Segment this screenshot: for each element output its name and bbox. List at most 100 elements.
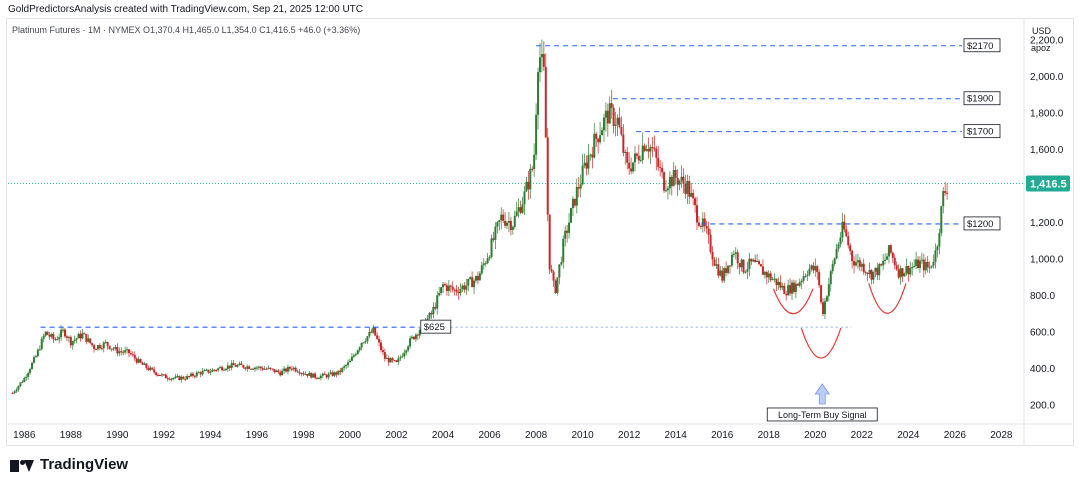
candle-body xyxy=(143,363,146,365)
candle xyxy=(172,377,175,381)
candle xyxy=(252,367,255,370)
candle-body xyxy=(378,338,381,343)
candle xyxy=(816,264,819,280)
candle xyxy=(571,196,574,217)
candle-body xyxy=(60,329,63,338)
candle-body xyxy=(608,103,611,124)
candle xyxy=(364,338,367,344)
candle-body xyxy=(25,376,28,379)
candle-body xyxy=(106,342,109,346)
candle xyxy=(686,174,689,205)
candle xyxy=(655,145,658,171)
candle xyxy=(164,373,167,379)
candle xyxy=(566,224,569,243)
candle-body xyxy=(707,228,710,235)
candle-body xyxy=(678,180,681,185)
scale-label[interactable]: apoz xyxy=(1031,43,1051,53)
candle xyxy=(451,281,454,293)
candle-body xyxy=(199,372,202,375)
candle-body xyxy=(350,356,353,361)
candle xyxy=(664,179,667,193)
candle xyxy=(587,143,590,175)
candle-body xyxy=(381,350,384,353)
candle-body xyxy=(926,261,929,268)
candle xyxy=(488,255,491,261)
candle-body xyxy=(758,260,761,265)
candle xyxy=(467,278,470,292)
tradingview-logo-icon[interactable] xyxy=(10,458,34,472)
candle-body xyxy=(866,273,869,275)
candle xyxy=(362,342,365,344)
candle xyxy=(442,281,445,294)
candle-body xyxy=(645,148,648,151)
candle-body xyxy=(399,357,402,359)
candle xyxy=(544,53,547,138)
candle-body xyxy=(234,365,237,367)
candle-body xyxy=(918,260,921,269)
candle-body xyxy=(812,265,815,271)
candle-body xyxy=(626,151,629,163)
candle-body xyxy=(827,284,830,297)
candle-body xyxy=(306,373,309,376)
candle xyxy=(188,375,191,379)
candle xyxy=(114,344,117,351)
candle xyxy=(884,253,887,265)
candle-body xyxy=(193,375,196,377)
candle-body xyxy=(579,184,582,189)
candle xyxy=(750,258,753,266)
candle xyxy=(562,235,565,269)
candle-body xyxy=(616,117,619,125)
candle xyxy=(306,373,309,379)
candle-body xyxy=(407,346,410,351)
candle xyxy=(661,162,664,179)
footer-brand[interactable]: TradingView xyxy=(40,456,129,473)
currency-label[interactable]: USD xyxy=(1032,26,1052,36)
candle-body xyxy=(486,258,489,264)
candle-body xyxy=(635,153,638,156)
level-label-box xyxy=(963,216,1001,231)
candle xyxy=(595,131,598,147)
candle xyxy=(25,373,28,381)
candle xyxy=(106,341,109,350)
candle xyxy=(65,334,68,342)
candle-body xyxy=(558,264,561,278)
bottom-arc xyxy=(868,283,907,314)
candle-body xyxy=(219,367,222,369)
candle xyxy=(758,259,761,266)
candle-body xyxy=(277,370,280,373)
candle-body xyxy=(882,260,885,266)
candle xyxy=(471,271,474,288)
candle-body xyxy=(533,154,536,169)
candle xyxy=(804,273,807,278)
candle xyxy=(928,261,931,274)
candle-body xyxy=(13,391,16,393)
candle xyxy=(157,373,160,377)
candle-body xyxy=(118,351,121,354)
candle xyxy=(228,365,231,371)
candle xyxy=(100,344,103,351)
x-tick-label: 1986 xyxy=(13,430,36,441)
candle xyxy=(748,252,751,277)
x-tick-label: 2020 xyxy=(804,430,827,441)
candle-body xyxy=(727,265,730,274)
candle-body xyxy=(909,268,912,275)
candle-body xyxy=(325,374,328,378)
candle-body xyxy=(178,376,181,380)
candle xyxy=(89,338,92,345)
candle xyxy=(104,339,107,344)
candle xyxy=(486,253,489,265)
candle xyxy=(672,162,675,187)
candle xyxy=(186,373,189,380)
candle-body xyxy=(182,376,185,379)
candle xyxy=(277,369,280,374)
candle-body xyxy=(358,347,361,351)
candle-body xyxy=(224,368,227,370)
candle-body xyxy=(647,148,650,152)
candle xyxy=(845,224,848,238)
candle xyxy=(668,171,671,195)
candle xyxy=(870,268,873,285)
candle-body xyxy=(924,261,927,271)
candle-body xyxy=(65,336,68,338)
x-tick-label: 2008 xyxy=(525,430,548,441)
